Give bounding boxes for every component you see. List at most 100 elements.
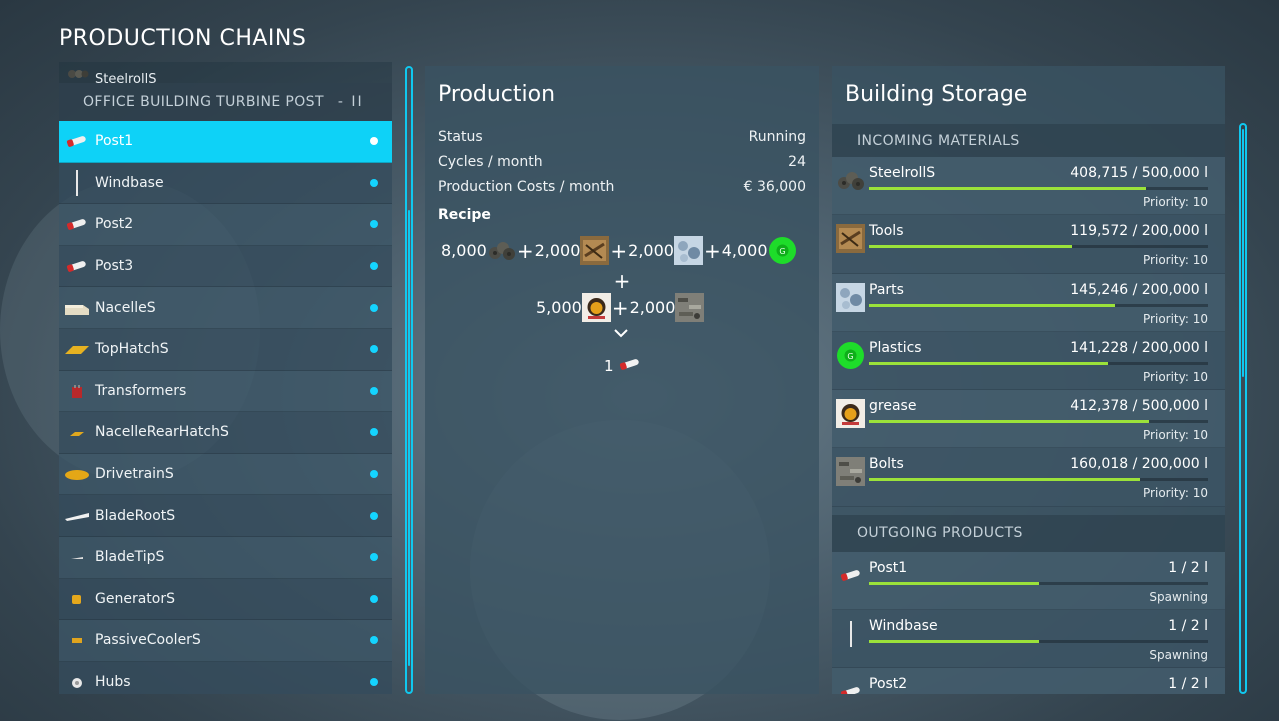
outgoing-products-header: OUTGOING PRODUCTS	[832, 514, 1225, 552]
status-dot	[370, 636, 378, 645]
chain-item-drivetrains[interactable]: DrivetrainS	[59, 453, 392, 496]
chain-item-post2[interactable]: Post2	[59, 204, 392, 246]
storage-row-post2[interactable]: Post2 1 / 2 l	[832, 668, 1225, 694]
fill-level-bar-fill	[869, 640, 1039, 644]
production-chain-list: SteelrollS OFFICE BUILDING TURBINE POST …	[59, 62, 392, 694]
chain-item-post1[interactable]: Post1	[59, 121, 392, 163]
stat-cycles: Cycles / month 24	[425, 149, 819, 174]
fill-level-bar	[869, 478, 1208, 482]
post-icon	[836, 561, 865, 590]
recipe-amount: 2,000	[534, 241, 581, 260]
storage-item-name: Bolts	[869, 456, 904, 473]
recipe-inputs-row-1: 8,000 +2,000 +2,000 +4,000 G	[441, 236, 797, 265]
right-scrollbar[interactable]	[1239, 123, 1247, 694]
stat-label: Cycles / month	[438, 153, 543, 170]
chain-item-label: GeneratorS	[95, 590, 175, 607]
storage-item-sub: Priority: 10	[1143, 486, 1208, 501]
storage-item-name: Plastics	[869, 339, 922, 356]
storage-row-bolts[interactable]: Bolts 160,018 / 200,000 l Priority: 10	[832, 448, 1225, 507]
left-scrollbar-thumb[interactable]	[408, 210, 410, 666]
storage-title: Building Storage	[845, 82, 1028, 107]
recipe-plus: +	[613, 269, 631, 293]
chain-item-label: BladeRootS	[95, 507, 176, 524]
chain-item-label: Post1	[95, 133, 134, 150]
status-dot	[370, 386, 378, 395]
storage-row-parts[interactable]: Parts 145,246 / 200,000 l Priority: 10	[832, 273, 1225, 332]
status-dot	[370, 303, 378, 312]
storage-row-tools[interactable]: Tools 119,572 / 200,000 l Priority: 10	[832, 215, 1225, 274]
recipe-plus: +	[516, 238, 534, 263]
storage-item-sub: Priority: 10	[1143, 428, 1208, 443]
storage-row-post1[interactable]: Post1 1 / 2 l Spawning	[832, 551, 1225, 611]
stat-value: 24	[788, 153, 806, 170]
storage-row-windbase[interactable]: Windbase 1 / 2 l Spawning	[832, 610, 1225, 669]
chain-item-nacelles[interactable]: NacelleS	[59, 287, 392, 329]
storage-item-amount: 1 / 2 l	[1168, 618, 1208, 635]
storage-item-amount: 145,246 / 200,000 l	[1070, 281, 1208, 298]
storage-item-amount: 408,715 / 500,000 l	[1070, 165, 1208, 181]
status-dot	[370, 220, 378, 229]
status-dot	[370, 137, 378, 146]
storage-item-name: Windbase	[869, 618, 938, 635]
output-amount: 1	[604, 357, 614, 375]
chain-item-generators[interactable]: GeneratorS	[59, 578, 392, 621]
recipe-output: 1	[604, 354, 643, 378]
chain-item-label: NacelleS	[95, 299, 156, 316]
storage-item-sub: Priority: 10	[1143, 195, 1208, 209]
grease-icon	[581, 293, 611, 322]
chain-item-passivecoolers[interactable]: PassiveCoolerS	[59, 620, 392, 662]
chain-item-windbase[interactable]: Windbase	[59, 162, 392, 205]
fill-level-bar	[869, 245, 1208, 249]
storage-row-plastics[interactable]: G Plastics 141,228 / 200,000 l Priority: 10	[832, 331, 1225, 391]
storage-item-name: SteelrollS	[869, 165, 936, 181]
post-icon	[836, 677, 865, 694]
storage-item-amount: 1 / 2 l	[1168, 559, 1208, 576]
steelrolls-icon	[487, 236, 516, 265]
chain-item-nacellerearhatchs[interactable]: NacelleRearHatchS	[59, 412, 392, 454]
chain-item-tophatchs[interactable]: TopHatchS	[59, 328, 392, 371]
recipe-plus: +	[611, 295, 629, 320]
post-icon	[617, 354, 643, 378]
list-item-label: SteelrollS	[95, 72, 157, 83]
left-scrollbar[interactable]	[405, 66, 413, 694]
fill-level-bar-fill	[869, 187, 1146, 190]
recipe-amount: 5,000	[536, 298, 582, 317]
production-title: Production	[438, 82, 556, 107]
storage-row-steelrolls[interactable]: SteelrollS 408,715 / 500,000 l Priority: 1…	[832, 157, 1225, 216]
storage-item-amount: 412,378 / 500,000 l	[1070, 398, 1208, 415]
passive-cooler-icon	[59, 628, 95, 652]
incoming-materials-header: INCOMING MATERIALS	[832, 124, 1225, 157]
list-item-partial[interactable]: SteelrollS	[59, 62, 392, 83]
chain-item-transformers[interactable]: Transformers	[59, 370, 392, 413]
chain-item-bladetips[interactable]: BladeTipS	[59, 536, 392, 579]
chain-item-hubs[interactable]: Hubs	[59, 661, 392, 694]
storage-item-name: Parts	[869, 281, 904, 298]
storage-row-grease[interactable]: grease 412,378 / 500,000 l Priority: 10	[832, 390, 1225, 449]
right-scrollbar-thumb[interactable]	[1242, 129, 1244, 377]
recipe-label: Recipe	[438, 207, 491, 223]
bolts-icon	[675, 293, 705, 322]
status-dot	[370, 262, 378, 271]
group-pager: - II	[337, 94, 364, 110]
windbase-icon	[59, 169, 95, 196]
fill-level-bar-fill	[869, 420, 1149, 424]
storage-item-amount: 160,018 / 200,000 l	[1070, 456, 1208, 473]
chain-item-post3[interactable]: Post3	[59, 245, 392, 288]
chain-item-bladeroots[interactable]: BladeRootS	[59, 495, 392, 537]
storage-item-sub: Priority: 10	[1143, 369, 1208, 384]
chain-item-label: Windbase	[95, 174, 164, 191]
chain-group-header[interactable]: OFFICE BUILDING TURBINE POST - II	[59, 83, 392, 121]
tools-icon	[580, 236, 610, 265]
fill-level-bar	[869, 303, 1208, 307]
group-title: OFFICE BUILDING TURBINE POST	[83, 94, 324, 110]
fill-level-bar	[869, 420, 1208, 424]
status-dot	[370, 470, 378, 479]
chain-item-label: Hubs	[95, 674, 131, 691]
incoming-list: SteelrollS 408,715 / 500,000 l Priority: 1…	[832, 157, 1225, 507]
storage-item-amount: 141,228 / 200,000 l	[1070, 339, 1208, 356]
recipe-amount: 2,000	[629, 298, 676, 317]
status-dot	[370, 345, 378, 354]
storage-item-name: Tools	[869, 223, 904, 240]
storage-item-name: grease	[869, 398, 917, 415]
page-title: PRODUCTION CHAINS	[59, 26, 307, 51]
